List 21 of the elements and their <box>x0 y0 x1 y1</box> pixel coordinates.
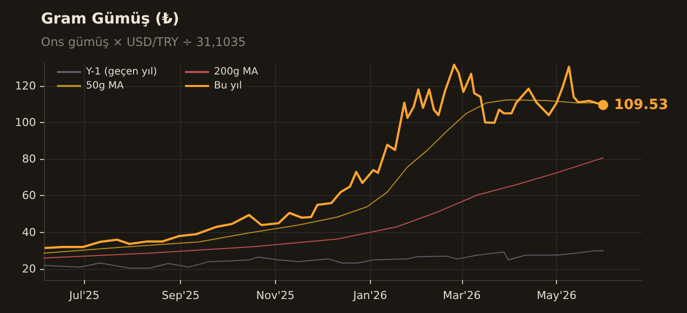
x-tick-label: Sep'25 <box>162 289 200 302</box>
x-tick-label: Jul'25 <box>68 289 100 302</box>
y-tick-label: 20 <box>22 262 36 276</box>
y-tick-label: 40 <box>22 226 36 239</box>
y-tick-label: 80 <box>22 152 36 166</box>
y-tick-label: 60 <box>22 189 36 202</box>
x-tick-label: May'26 <box>536 289 576 302</box>
y-tick-label: 100 <box>15 116 36 129</box>
line-series <box>44 250 604 269</box>
x-tick-label: Jan'26 <box>352 289 388 302</box>
y-tick-label: 120 <box>15 79 36 92</box>
legend-label: Y-1 (geçen yıl) <box>85 66 158 78</box>
line-series <box>44 157 604 259</box>
chart-title: Gram Gümüş (₺) <box>41 10 180 28</box>
x-tick-label: Mar'26 <box>442 289 481 302</box>
legend-label: Bu yıl <box>214 80 242 92</box>
legend-label: 50g MA <box>86 80 124 92</box>
x-tick-label: Nov'25 <box>256 289 295 302</box>
legend-label: 200g MA <box>214 66 258 78</box>
data-label: 109.53 <box>614 96 668 113</box>
chart-subtitle: Ons gümüş × USD/TRY ÷ 31,1035 <box>41 35 246 49</box>
